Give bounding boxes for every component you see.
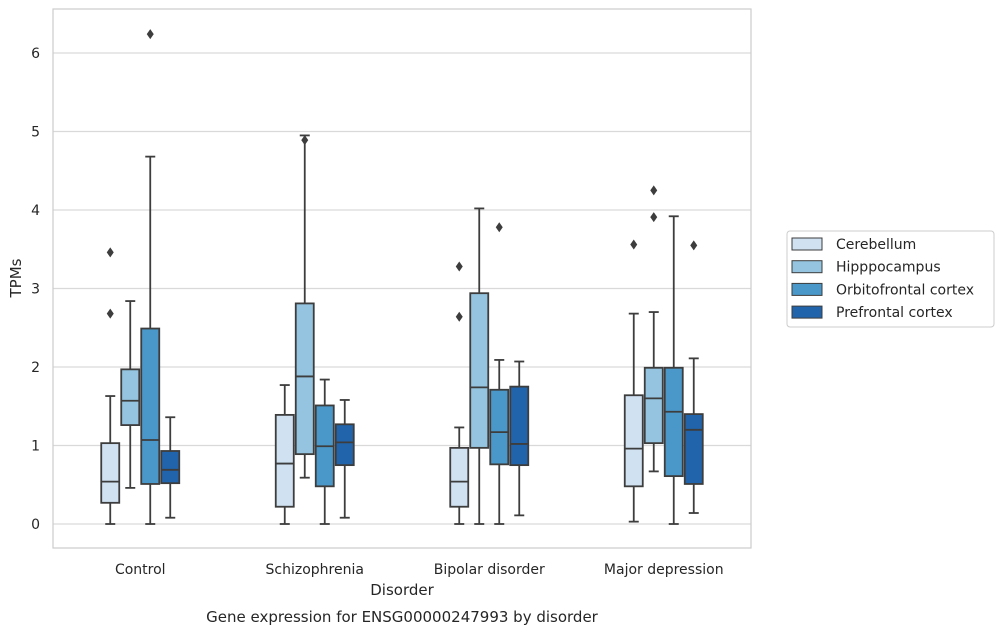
outlier-point: [650, 212, 658, 223]
box-body: [489, 388, 510, 466]
box-body: [663, 366, 684, 478]
y-tick-label: 6: [31, 46, 40, 62]
y-tick-label: 3: [31, 282, 40, 298]
box-body: [274, 413, 295, 508]
legend-swatch: [791, 237, 823, 251]
box-groups: [100, 29, 704, 525]
outlier-point: [630, 239, 638, 250]
chart-title: Gene expression for ENSG00000247993 by d…: [206, 608, 599, 626]
outlier-point: [106, 308, 114, 319]
box-orbitofrontal-cortex: [314, 378, 335, 525]
box-body: [509, 385, 530, 467]
y-tick-label: 0: [31, 517, 40, 533]
box-hipppocampus: [643, 185, 664, 473]
y-gridlines: [53, 52, 751, 525]
outlier-point: [106, 247, 114, 258]
box-orbitofrontal-cortex: [140, 29, 161, 525]
legend-label: Cerebellum: [836, 237, 916, 253]
outlier-point: [650, 185, 658, 196]
box-body: [683, 413, 704, 485]
box-body: [643, 366, 664, 445]
outlier-point: [495, 222, 503, 233]
outlier-point: [690, 240, 698, 251]
outlier-point: [455, 261, 463, 272]
x-tick-label: Control: [115, 562, 166, 578]
box-body: [120, 368, 141, 426]
y-tick-label: 1: [31, 439, 40, 455]
x-tick-labels: Control Schizophrenia Bipolar disorder Majo…: [115, 562, 724, 578]
y-tick-label: 5: [31, 125, 40, 141]
legend-label: Prefrontal cortex: [836, 305, 953, 321]
y-axis-label: TPMs: [7, 258, 25, 298]
box-cerebellum: [100, 247, 121, 525]
box-cerebellum: [449, 261, 470, 525]
legend-swatch: [791, 305, 823, 319]
box-hipppocampus: [294, 134, 315, 479]
y-tick-label: 2: [31, 360, 40, 376]
legend-label: Hipppocampus: [836, 260, 941, 276]
box-cerebellum: [274, 384, 295, 525]
box-body: [160, 450, 181, 485]
legend-swatch: [791, 282, 823, 296]
box-prefrontal-cortex: [334, 399, 355, 519]
legend: Cerebellum Hipppocampus Orbitofrontal cort…: [786, 230, 995, 328]
legend-frame: [786, 230, 995, 328]
box-body: [294, 302, 315, 456]
box-orbitofrontal-cortex: [489, 222, 510, 525]
box-hipppocampus: [469, 207, 490, 525]
outlier-point: [455, 311, 463, 322]
plot-frame: [52, 8, 752, 549]
y-tick-label: 4: [31, 203, 40, 219]
box-prefrontal-cortex: [683, 240, 704, 514]
legend-label: Orbitofrontal cortex: [836, 282, 974, 298]
box-body: [469, 292, 490, 449]
box-body: [449, 446, 470, 508]
outlier-point: [146, 29, 154, 40]
box-body: [100, 442, 121, 504]
box-prefrontal-cortex: [509, 360, 530, 517]
x-tick-label: Schizophrenia: [266, 562, 364, 578]
x-axis-label: Disorder: [370, 581, 434, 599]
box-hipppocampus: [120, 300, 141, 489]
x-tick-label: Major depression: [604, 562, 724, 578]
box-body: [623, 394, 644, 488]
box-body: [140, 327, 161, 485]
legend-swatch: [791, 260, 823, 274]
y-tick-labels: 0 1 2 3 4 5 6: [31, 46, 40, 533]
box-prefrontal-cortex: [160, 416, 181, 519]
box-cerebellum: [623, 239, 644, 523]
box-orbitofrontal-cortex: [663, 215, 684, 525]
outlier-point: [301, 135, 309, 146]
x-tick-label: Bipolar disorder: [434, 562, 545, 578]
box-body: [334, 423, 355, 467]
